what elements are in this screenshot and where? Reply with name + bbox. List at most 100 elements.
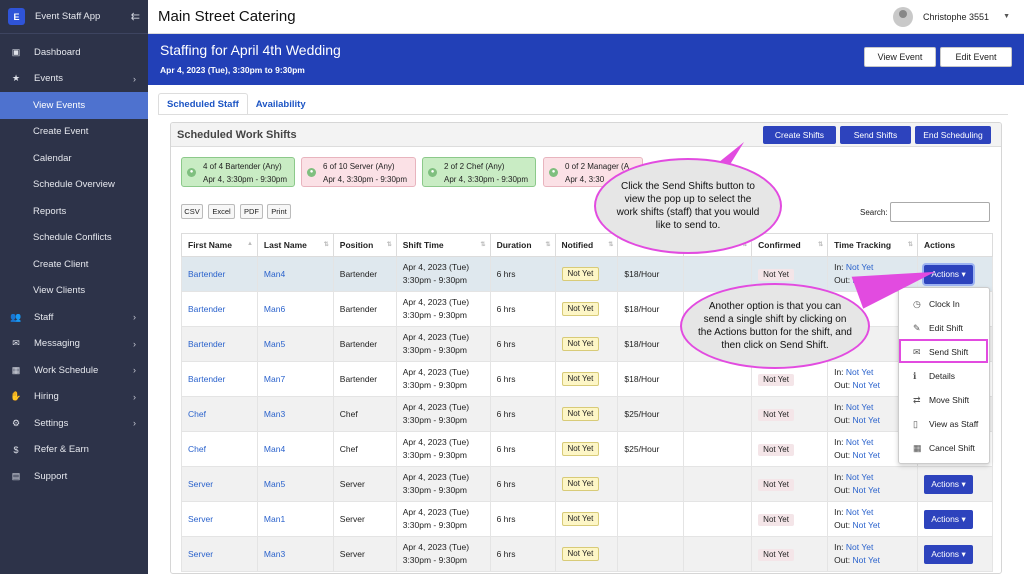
status-dot-icon: ●	[307, 168, 316, 177]
position-summary[interactable]: ● 2 of 2 Chef (Any) Apr 4, 3:30pm - 9:30pm	[422, 157, 536, 187]
time-out-link[interactable]: Not Yet	[852, 275, 880, 285]
time-out-link[interactable]: Not Yet	[852, 450, 880, 460]
last-name-link[interactable]: Man4	[263, 443, 286, 454]
last-name-link[interactable]: Man6	[263, 303, 286, 314]
column-header[interactable]: Confirmed ⇅	[751, 233, 829, 257]
sidebar-item-dashboard[interactable]: ▣ Dashboard	[0, 39, 148, 66]
position-summary[interactable]: ● 4 of 4 Bartender (Any) Apr 4, 3:30pm - 9…	[181, 157, 295, 187]
column-header[interactable]: First Name ▲	[181, 233, 258, 257]
sidebar-item-calendar[interactable]: Calendar	[0, 145, 148, 172]
shift-date: Apr 4, 2023 (Tue)	[402, 332, 470, 342]
send-shifts-button[interactable]: Send Shifts	[840, 126, 911, 144]
search-input[interactable]	[890, 202, 990, 222]
time-out-label: Out:	[834, 485, 851, 495]
time-out-link[interactable]: Not Yet	[852, 485, 880, 495]
first-name-link[interactable]: Server	[188, 478, 214, 489]
tab-availability[interactable]: Availability	[255, 98, 306, 110]
first-name-link[interactable]: Bartender	[188, 303, 226, 314]
position-summary[interactable]: ● 6 of 10 Server (Any) Apr 4, 3:30pm - 9:3…	[301, 157, 416, 187]
view-event-button[interactable]: View Event	[864, 47, 936, 67]
last-name-link[interactable]: Man3	[263, 548, 286, 559]
menu-item-cancel-shift[interactable]: ▦ Cancel Shift	[899, 436, 989, 460]
column-header[interactable]: Time Tracking ⇅	[827, 233, 918, 257]
sidebar-item-settings[interactable]: ⚙ Settings ›	[0, 410, 148, 437]
column-header[interactable]: Duration ⇅	[489, 233, 556, 257]
column-header[interactable]: Last Name ⇅	[256, 233, 334, 257]
time-in-link[interactable]: Not Yet	[845, 472, 874, 482]
time-in-link[interactable]: Not Yet	[845, 542, 874, 552]
pdf-button[interactable]: PDF	[240, 204, 263, 219]
sidebar-item-refer-earn[interactable]: $ Refer & Earn	[0, 437, 148, 464]
calendar-icon: ▦	[11, 364, 21, 375]
table-cell: Not Yet	[751, 466, 829, 502]
csv-button[interactable]: CSV	[181, 204, 203, 219]
sidebar-item-events[interactable]: ★ Events ›	[0, 66, 148, 93]
time-in-link[interactable]: Not Yet	[845, 507, 874, 517]
sidebar-item-staff[interactable]: 👥 Staff ›	[0, 304, 148, 331]
first-name-link[interactable]: Bartender	[188, 373, 226, 384]
time-out-link[interactable]: Not Yet	[852, 520, 880, 530]
excel-button[interactable]: Excel	[208, 204, 235, 219]
time-in-link[interactable]: Not Yet	[845, 262, 874, 272]
time-out-link[interactable]: Not Yet	[852, 555, 880, 565]
first-name-link[interactable]: Server	[188, 513, 214, 524]
table-cell	[617, 501, 685, 537]
sidebar-item-messaging[interactable]: ✉ Messaging ›	[0, 331, 148, 358]
time-out-label: Out:	[834, 450, 851, 460]
time-in-link[interactable]: Not Yet	[845, 437, 874, 447]
confirmed-badge: Not Yet	[758, 513, 794, 526]
time-in-link[interactable]: Not Yet	[845, 367, 874, 377]
sidebar-item-view-clients[interactable]: View Clients	[0, 278, 148, 305]
last-name-link[interactable]: Man5	[263, 478, 286, 489]
menu-item-move-shift[interactable]: ⇄ Move Shift	[899, 388, 989, 412]
user-name[interactable]: Christophe 3551	[923, 11, 990, 22]
table-cell: Not Yet	[554, 361, 619, 397]
sidebar-item-work-schedule[interactable]: ▦ Work Schedule ›	[0, 357, 148, 384]
time-out-link[interactable]: Not Yet	[852, 380, 880, 390]
last-name-link[interactable]: Man5	[263, 338, 286, 349]
sidebar-item-create-event[interactable]: Create Event	[0, 119, 148, 146]
column-header[interactable]: Position ⇅	[332, 233, 397, 257]
collapse-sidebar-icon[interactable]: ⇇	[130, 11, 140, 23]
card-title: Scheduled Work Shifts	[177, 128, 297, 141]
menu-item-clock-in[interactable]: ◷ Clock In	[899, 292, 989, 316]
last-name-link[interactable]: Man1	[263, 513, 286, 524]
create-shifts-button[interactable]: Create Shifts	[763, 126, 836, 144]
end-scheduling-button[interactable]: End Scheduling	[915, 126, 991, 144]
avatar[interactable]	[893, 6, 914, 27]
first-name-link[interactable]: Bartender	[188, 338, 226, 349]
first-name-link[interactable]: Chef	[188, 443, 206, 454]
sidebar-item-create-client[interactable]: Create Client	[0, 251, 148, 278]
star-icon: ★	[11, 73, 21, 84]
time-out-link[interactable]: Not Yet	[852, 415, 880, 425]
first-name-link[interactable]: Chef	[188, 408, 206, 419]
table-cell: Not Yet	[554, 291, 619, 327]
print-button[interactable]: Print	[267, 204, 291, 219]
sidebar-item-hiring[interactable]: ✋ Hiring ›	[0, 384, 148, 411]
menu-item-details[interactable]: ℹ Details	[899, 364, 989, 388]
tab-scheduled-staff[interactable]: Scheduled Staff	[158, 93, 248, 115]
last-name-link[interactable]: Man3	[263, 408, 286, 419]
first-name-link[interactable]: Bartender	[188, 268, 226, 279]
column-header[interactable]: Shift Time ⇅	[395, 233, 491, 257]
edit-event-button[interactable]: Edit Event	[940, 47, 1012, 67]
sidebar-item-view-events[interactable]: View Events	[0, 92, 148, 119]
chevron-down-icon[interactable]: ▼	[1003, 13, 1010, 20]
sidebar-item-reports[interactable]: Reports	[0, 198, 148, 225]
last-name-link[interactable]: Man7	[263, 373, 286, 384]
sidebar-item-support[interactable]: ▤ Support	[0, 463, 148, 490]
first-name-link[interactable]: Server	[188, 548, 214, 559]
actions-button[interactable]: Actions ▾	[923, 474, 973, 494]
actions-button[interactable]: Actions ▾	[923, 509, 973, 529]
last-name-link[interactable]: Man4	[263, 268, 286, 279]
menu-item-edit-shift[interactable]: ✎ Edit Shift	[899, 316, 989, 340]
time-in-link[interactable]: Not Yet	[845, 402, 874, 412]
actions-button[interactable]: Actions ▾	[923, 544, 973, 564]
actions-button[interactable]: Actions ▾	[923, 264, 973, 284]
sidebar-item-schedule-overview[interactable]: Schedule Overview	[0, 172, 148, 199]
menu-item-send-shift[interactable]: ✉ Send Shift	[899, 340, 989, 364]
column-header[interactable]: Notified ⇅	[554, 233, 619, 257]
notified-badge: Not Yet	[561, 512, 600, 526]
menu-item-view-as-staff[interactable]: ▯ View as Staff	[899, 412, 989, 436]
sidebar-item-schedule-conflicts[interactable]: Schedule Conflicts	[0, 225, 148, 252]
